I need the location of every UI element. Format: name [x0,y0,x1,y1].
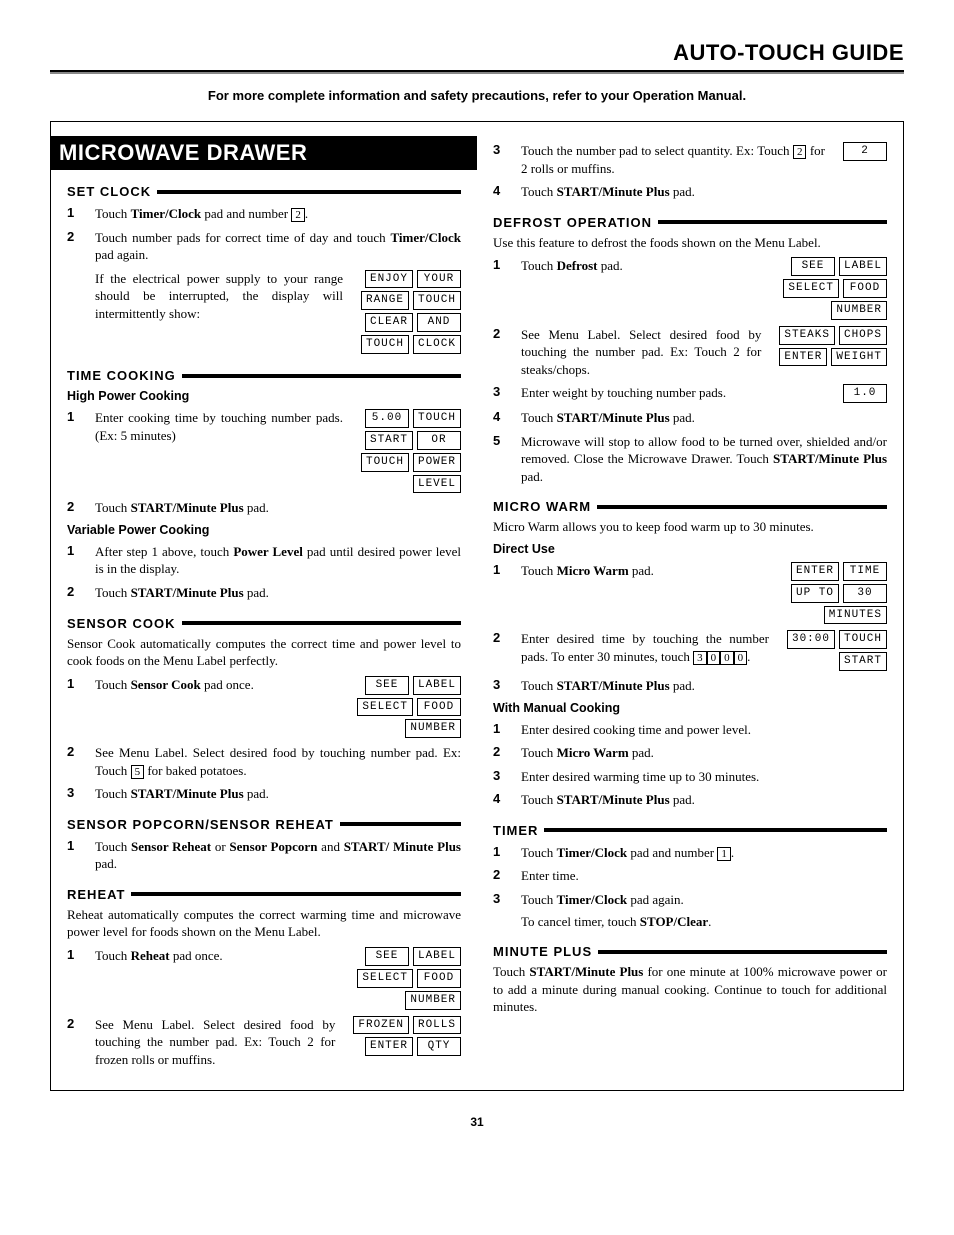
header-rule [50,70,904,74]
content-panel: MICROWAVE DRAWER SET CLOCK 1 Touch Timer… [50,121,904,1091]
display-reheat-1: SEELABELSELECTFOODNUMBER [357,947,461,1010]
defrost-heading: DEFROST OPERATION [493,215,887,230]
display-defrost-3: 1.0 [843,384,887,403]
page-header: AUTO-TOUCH GUIDE [50,40,904,66]
direct-use-subhead: Direct Use [493,542,887,556]
microwave-drawer-heading: MICROWAVE DRAWER [51,136,477,170]
minute-plus-heading: MINUTE PLUS [493,944,887,959]
key-1: 1 [717,847,731,861]
display-defrost-2: STEAKSCHOPSENTERWEIGHT [779,326,887,367]
display-mw-1: ENTERTIMEUP TO30MINUTES [791,562,887,625]
manual-cooking-subhead: With Manual Cooking [493,701,887,715]
display-high-power: 5.00TOUCHSTARTORTOUCHPOWERLEVEL [361,409,461,493]
page-number: 31 [50,1115,904,1129]
display-mw-2: 30:00TOUCHSTART [787,630,887,671]
key-2-qty: 2 [793,145,807,159]
left-column: MICROWAVE DRAWER SET CLOCK 1 Touch Timer… [67,122,461,1074]
reheat-heading: REHEAT [67,887,461,902]
high-power-subhead: High Power Cooking [67,389,461,403]
micro-warm-heading: MICRO WARM [493,499,887,514]
display-sensor-cook: SEELABELSELECTFOODNUMBER [357,676,461,739]
page-subhead: For more complete information and safety… [50,88,904,103]
sensor-popcorn-reheat-heading: SENSOR POPCORN/SENSOR REHEAT [67,817,461,832]
variable-power-subhead: Variable Power Cooking [67,523,461,537]
keys-3000: 3000 [693,649,747,664]
display-qty: 2 [843,142,887,161]
set-clock-heading: SET CLOCK [67,184,461,199]
timer-heading: TIMER [493,823,887,838]
display-defrost-1: SEELABELSELECTFOODNUMBER [783,257,887,320]
key-5: 5 [131,765,145,779]
right-column: 3 Touch the number pad to select quantit… [493,122,887,1074]
time-cooking-heading: TIME COOKING [67,368,461,383]
key-2: 2 [291,208,305,222]
display-reheat-2: FROZENROLLSENTERQTY [353,1016,461,1057]
sensor-cook-heading: SENSOR COOK [67,616,461,631]
display-set-clock: ENJOYYOURRANGETOUCHCLEARANDTOUCHCLOCK [361,270,461,354]
